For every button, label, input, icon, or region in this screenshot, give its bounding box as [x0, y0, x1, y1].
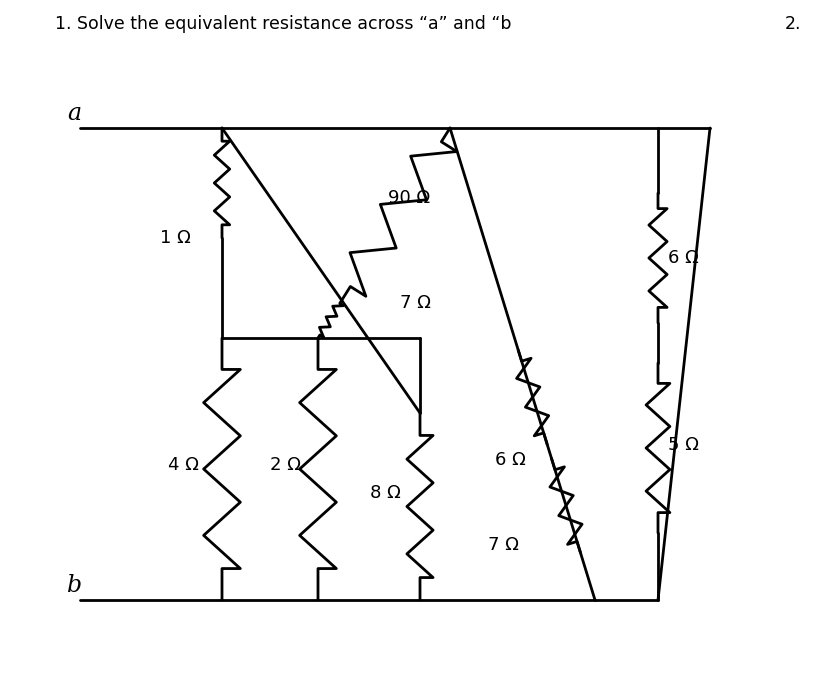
Text: 90 Ω: 90 Ω [388, 189, 430, 207]
Text: 2 Ω: 2 Ω [270, 456, 301, 474]
Text: 6 Ω: 6 Ω [668, 249, 699, 267]
Text: 4 Ω: 4 Ω [168, 456, 198, 474]
Text: 2.: 2. [785, 15, 801, 33]
Text: 5 Ω: 5 Ω [668, 436, 699, 454]
Text: 1 Ω: 1 Ω [160, 229, 191, 247]
Text: 6 Ω: 6 Ω [495, 451, 526, 469]
Text: 1. Solve the equivalent resistance across “a” and “b: 1. Solve the equivalent resistance acros… [55, 15, 512, 33]
Text: 8 Ω: 8 Ω [370, 484, 401, 502]
Text: a: a [67, 101, 81, 125]
Text: b: b [67, 574, 82, 597]
Text: 7 Ω: 7 Ω [488, 536, 519, 554]
Text: 7 Ω: 7 Ω [400, 294, 431, 312]
